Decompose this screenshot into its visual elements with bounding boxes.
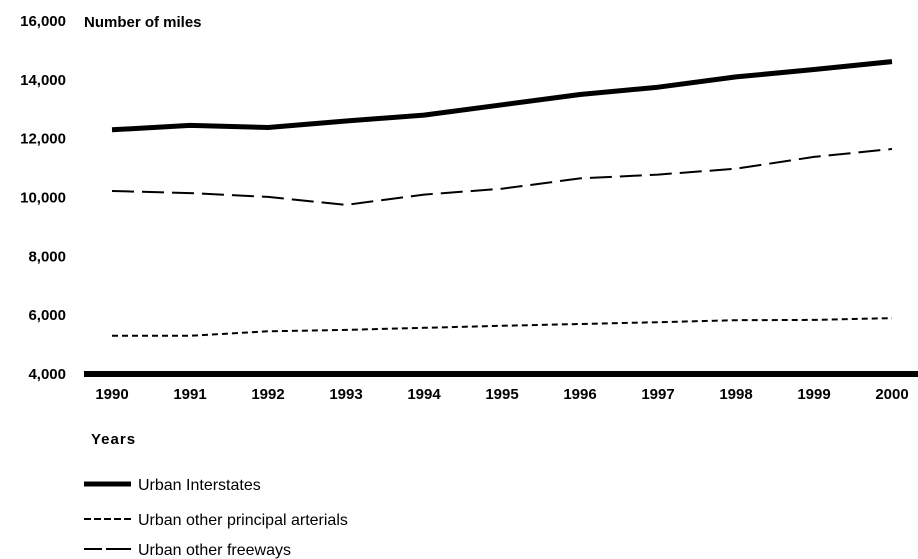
series-lines: [111, 59, 893, 337]
legend-label: Urban other freeways: [138, 542, 291, 559]
x-axis-ticks: 1990 1991 1992 1993 1994 1995 1996 1997 1998 1999…: [95, 386, 908, 403]
x-tick-label: 1999: [797, 386, 830, 403]
y-tick-label: 14,000: [20, 72, 66, 89]
y-tick-label: 12,000: [20, 131, 66, 148]
x-tick-label: 1995: [485, 386, 518, 403]
legend: Urban Interstates Urban other principal a…: [84, 477, 348, 559]
x-tick-label: 1993: [329, 386, 362, 403]
y-tick-label: 6,000: [28, 307, 66, 324]
series-line: [111, 59, 893, 133]
legend-label: Urban other principal arterials: [138, 512, 348, 529]
series-line: [111, 148, 893, 206]
x-tick-label: 1992: [251, 386, 284, 403]
series-line: [112, 317, 893, 337]
y-axis-ticks: 4,000 6,000 8,000 10,000 12,000 14,000 16,000: [20, 13, 66, 383]
x-tick-label: 1997: [641, 386, 674, 403]
y-tick-label: 8,000: [28, 248, 66, 265]
x-tick-label: 1990: [95, 386, 128, 403]
x-tick-label: 2000: [875, 386, 908, 403]
x-tick-label: 1994: [407, 386, 441, 403]
y-tick-label: 4,000: [28, 366, 66, 383]
y-axis-title: Number of miles: [84, 14, 202, 31]
x-tick-label: 1991: [173, 386, 206, 403]
x-axis-title: Years: [91, 431, 136, 448]
x-tick-label: 1996: [563, 386, 596, 403]
legend-label: Urban Interstates: [138, 477, 261, 494]
y-tick-label: 10,000: [20, 190, 66, 207]
y-tick-label: 16,000: [20, 13, 66, 30]
x-tick-label: 1998: [719, 386, 752, 403]
